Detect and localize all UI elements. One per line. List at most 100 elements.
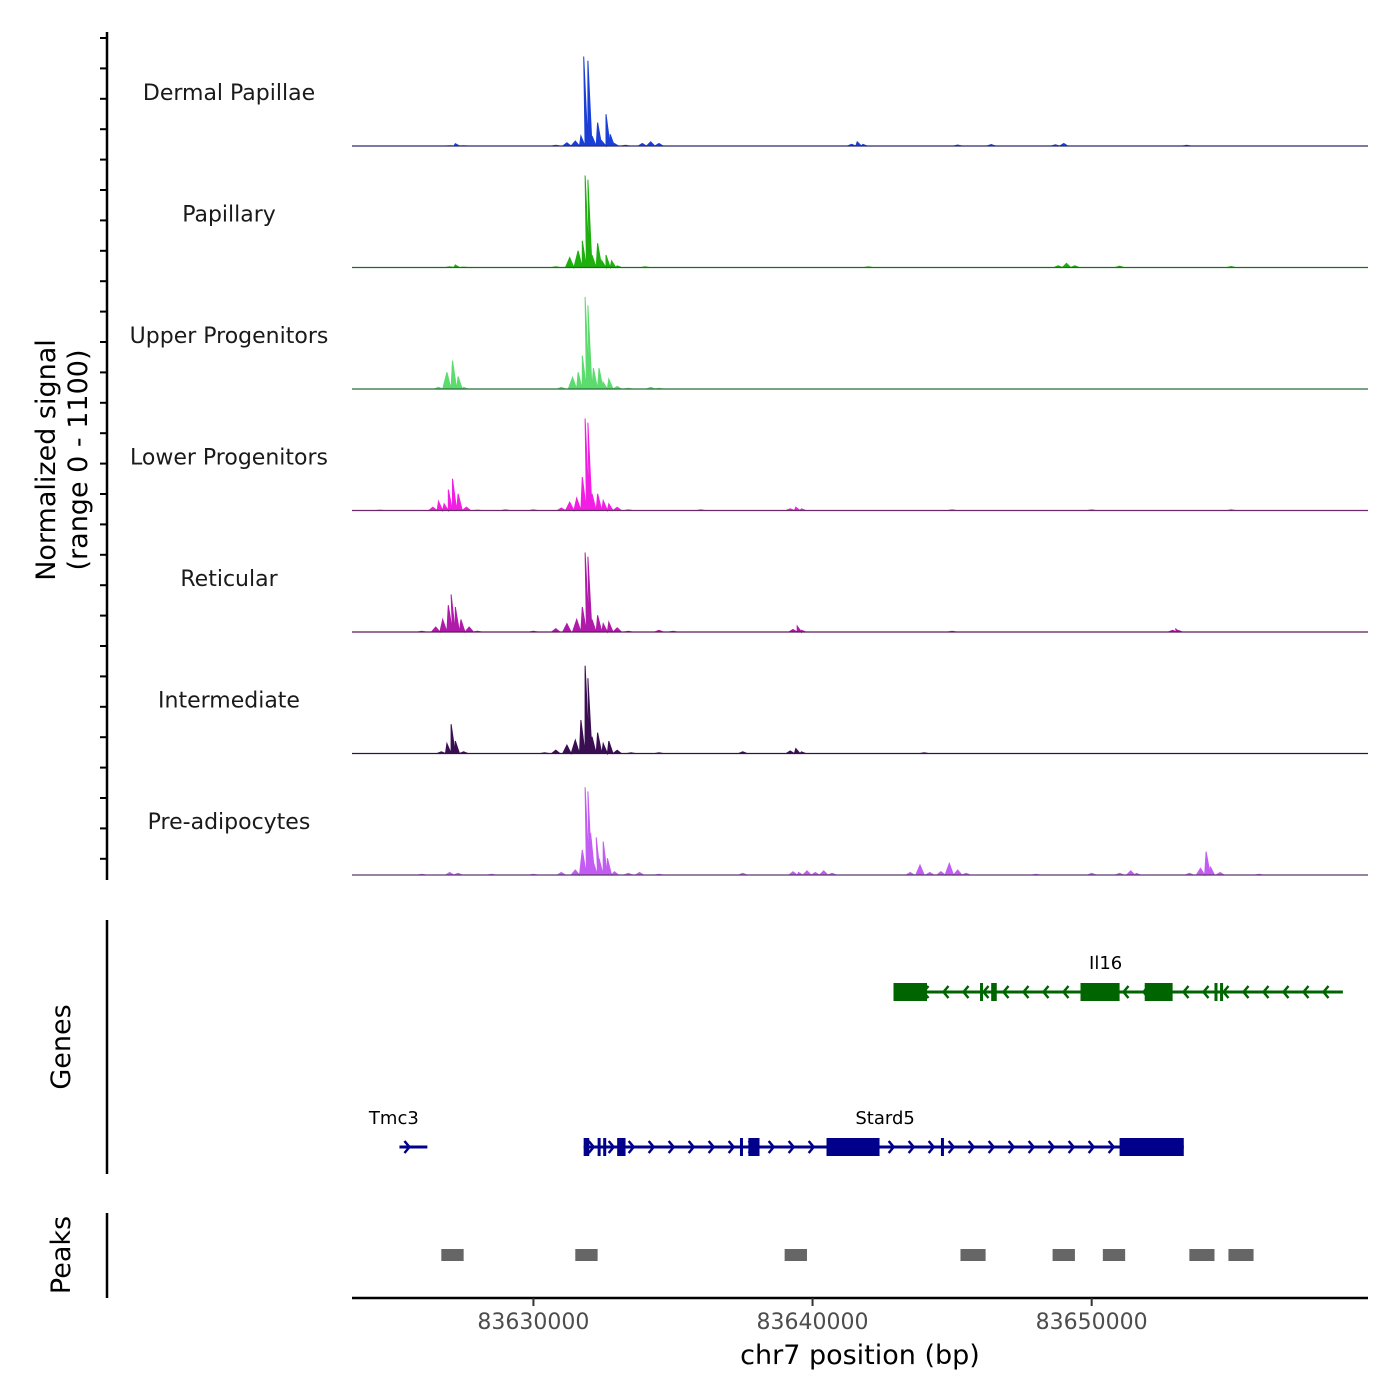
strand-chevron: [1007, 1140, 1016, 1154]
exon: [748, 1138, 760, 1156]
strand-chevron: [1087, 1140, 1096, 1154]
x-tick-label: 83640000: [757, 1310, 869, 1335]
track-intermediate: Intermediate: [158, 665, 1368, 756]
peak: [441, 1249, 464, 1261]
strand-chevron: [1067, 1140, 1076, 1154]
track-label: Papillary: [182, 203, 276, 228]
exon: [617, 1138, 626, 1156]
x-tick-label: 83650000: [1036, 1310, 1148, 1335]
peak: [1228, 1249, 1254, 1261]
peak-regions: [441, 1249, 1254, 1261]
peak: [960, 1249, 986, 1261]
strand-chevron: [1027, 1140, 1036, 1154]
track-label: Lower Progenitors: [130, 446, 328, 471]
track-lower-progenitors: Lower Progenitors: [130, 418, 1368, 513]
exon: [893, 983, 927, 1001]
signal-area: [352, 418, 1368, 513]
x-axis-title: chr7 position (bp): [740, 1340, 980, 1371]
strand-chevron: [1301, 985, 1310, 999]
signal-y-axis: [100, 32, 109, 880]
y-axis-title-line1: Normalized signal: [31, 339, 62, 581]
strand-chevron: [727, 1140, 736, 1154]
strand-chevron: [1221, 985, 1230, 999]
peak: [1052, 1249, 1075, 1261]
signal-area: [352, 787, 1368, 877]
signal-area: [352, 665, 1368, 756]
strand-chevron: [981, 985, 990, 999]
gene-tmc3: Tmc3: [368, 1108, 428, 1154]
strand-chevron: [1261, 985, 1270, 999]
exon: [1214, 983, 1218, 1001]
track-label: Reticular: [180, 567, 278, 592]
peak: [1189, 1249, 1215, 1261]
exon: [980, 983, 984, 1001]
strand-chevron: [947, 1140, 956, 1154]
strand-chevron: [1201, 985, 1210, 999]
track-label: Pre-adipocytes: [148, 810, 311, 835]
strand-chevron: [1181, 985, 1190, 999]
peak: [784, 1249, 807, 1261]
y-axis-title: Normalized signal (range 0 - 1100): [31, 339, 94, 581]
exon: [826, 1138, 880, 1156]
strand-chevron: [887, 1140, 896, 1154]
track-upper-progenitors: Upper Progenitors: [130, 296, 1368, 391]
strand-chevron: [1321, 985, 1330, 999]
strand-chevron: [403, 1140, 412, 1154]
strand-chevron: [907, 1140, 916, 1154]
coverage-tracks: Dermal Papillae Papillary Upper Progenitor…: [130, 56, 1368, 877]
track-dermal-papillae: Dermal Papillae: [143, 56, 1368, 148]
peak: [575, 1249, 598, 1261]
strand-chevron: [787, 1140, 796, 1154]
track-label: Intermediate: [158, 689, 300, 714]
x-axis-ticks: 83630000 83640000 83650000: [477, 1298, 1148, 1335]
y-axis-title-line2: (range 0 - 1100): [63, 350, 94, 571]
gene-label: Tmc3: [368, 1108, 419, 1129]
strand-chevron: [1121, 985, 1130, 999]
strand-chevron: [627, 1140, 636, 1154]
strand-chevron: [941, 985, 950, 999]
strand-chevron: [1001, 985, 1010, 999]
peaks-panel-label: Peaks: [46, 1216, 77, 1294]
exon: [1119, 1138, 1184, 1156]
track-label: Upper Progenitors: [130, 324, 329, 349]
exon: [991, 983, 997, 1001]
gene-il16: Il16: [893, 953, 1343, 1001]
genes-panel-label: Genes: [46, 1004, 77, 1089]
strand-chevron: [1107, 1140, 1116, 1154]
gene-annotations: Il16 Tmc3 Stard5: [368, 953, 1343, 1156]
exon: [739, 1138, 743, 1156]
strand-chevron: [967, 1140, 976, 1154]
strand-chevron: [607, 1140, 616, 1154]
strand-chevron: [1047, 1140, 1056, 1154]
strand-chevron: [1061, 985, 1070, 999]
exon: [1144, 983, 1173, 1001]
exon: [940, 1138, 944, 1156]
x-tick-label: 83630000: [477, 1310, 589, 1335]
strand-chevron: [1281, 985, 1290, 999]
exon: [583, 1138, 590, 1156]
exon: [597, 1138, 601, 1156]
gene-stard5: Stard5: [583, 1108, 1184, 1156]
exon: [1220, 983, 1224, 1001]
track-pre-adipocytes: Pre-adipocytes: [148, 787, 1368, 877]
strand-chevron: [1241, 985, 1250, 999]
strand-chevron: [987, 1140, 996, 1154]
gene-label: Stard5: [855, 1108, 914, 1129]
track-reticular: Reticular: [180, 552, 1368, 634]
gene-label: Il16: [1089, 953, 1122, 974]
track-label: Dermal Papillae: [143, 81, 315, 106]
strand-chevron: [587, 1140, 596, 1154]
track-papillary: Papillary: [182, 175, 1368, 270]
strand-chevron: [687, 1140, 696, 1154]
strand-chevron: [1021, 985, 1030, 999]
strand-chevron: [647, 1140, 656, 1154]
strand-chevron: [707, 1140, 716, 1154]
strand-chevron: [961, 985, 970, 999]
strand-chevron: [767, 1140, 776, 1154]
strand-chevron: [927, 1140, 936, 1154]
exon: [603, 1138, 607, 1156]
exon: [1080, 983, 1120, 1001]
strand-chevron: [1041, 985, 1050, 999]
strand-chevron: [667, 1140, 676, 1154]
